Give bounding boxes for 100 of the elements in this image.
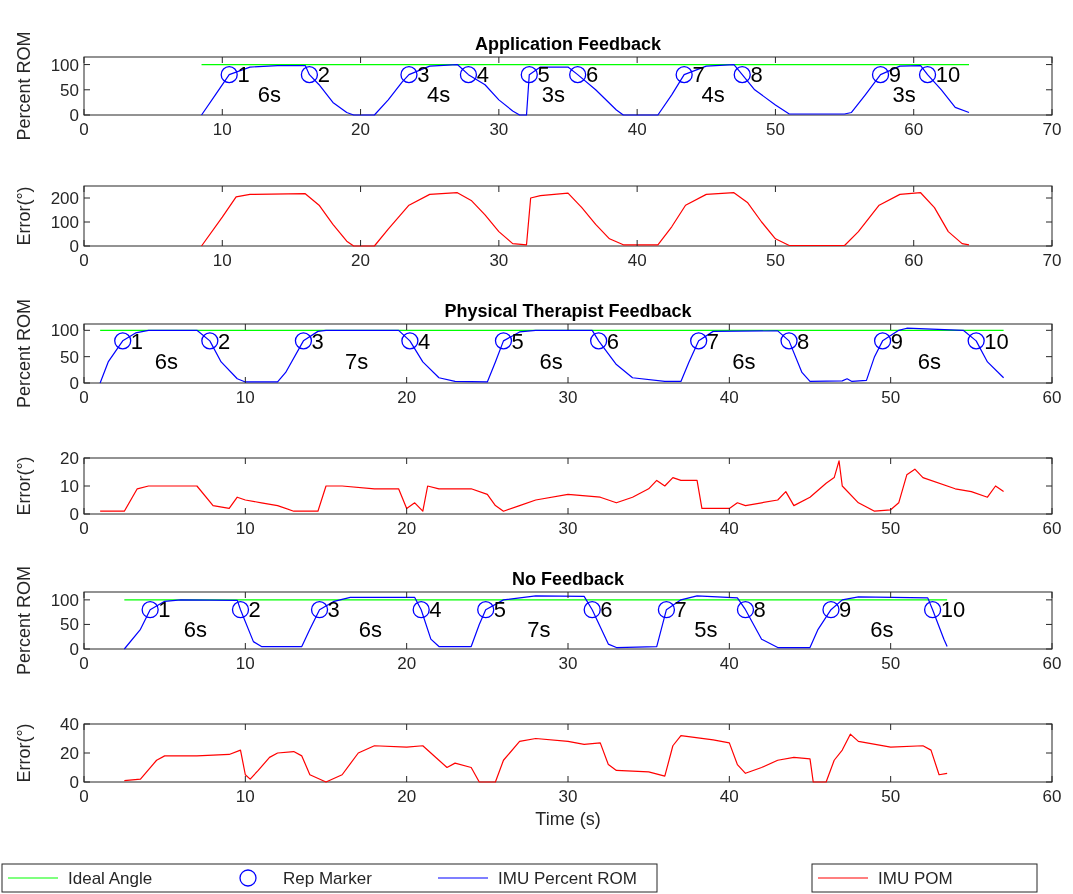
chart-title: No Feedback bbox=[511, 569, 625, 589]
annotation: 4 bbox=[476, 62, 489, 88]
y-tick-label: 40 bbox=[60, 714, 79, 734]
y-axis-title: Error(°) bbox=[14, 723, 34, 783]
x-tick-label: 50 bbox=[881, 519, 901, 538]
x-tick-label: 40 bbox=[627, 120, 647, 139]
x-tick-label: 10 bbox=[235, 519, 255, 538]
line-series bbox=[123, 733, 948, 783]
x-tick-label: 30 bbox=[489, 120, 509, 139]
x-tick-label: 40 bbox=[719, 787, 739, 806]
y-tick-label: 200 bbox=[50, 188, 79, 208]
annotation: 6 bbox=[600, 597, 613, 623]
annotation: 4 bbox=[429, 597, 442, 623]
x-tick-label: 20 bbox=[397, 519, 417, 538]
y-axis-title: Error(°) bbox=[14, 186, 34, 246]
annotation: 6s bbox=[154, 348, 178, 374]
line-series bbox=[99, 460, 1005, 512]
annotation: 6s bbox=[732, 348, 756, 374]
x-tick-label: 30 bbox=[558, 519, 578, 538]
y-tick-label: 20 bbox=[60, 448, 79, 468]
annotation: 6 bbox=[585, 62, 599, 88]
x-tick-label: 60 bbox=[904, 251, 924, 270]
annotation: 10 bbox=[935, 62, 961, 88]
x-tick-label: 30 bbox=[558, 654, 578, 673]
annotation: 3 bbox=[311, 328, 324, 354]
x-tick-label: 50 bbox=[765, 251, 785, 270]
x-tick-label: 40 bbox=[719, 388, 739, 407]
legend-label: IMU POM bbox=[878, 868, 953, 888]
annotation: 1 bbox=[158, 597, 171, 623]
annotation: 8 bbox=[750, 62, 763, 88]
y-tick-label: 0 bbox=[69, 639, 79, 659]
y-tick-label: 20 bbox=[60, 743, 79, 763]
annotation: 6s bbox=[917, 348, 942, 374]
annotation: 2 bbox=[317, 62, 330, 88]
legend-label: IMU Percent ROM bbox=[498, 868, 637, 888]
x-tick-label: 60 bbox=[1042, 519, 1062, 538]
y-tick-label: 100 bbox=[50, 55, 79, 75]
x-tick-label: 10 bbox=[212, 120, 232, 139]
y-tick-label: 100 bbox=[50, 590, 79, 610]
annotation: 6 bbox=[606, 328, 619, 354]
annotation: 9 bbox=[890, 328, 903, 354]
x-tick-label: 10 bbox=[235, 654, 255, 673]
annotation: 7s bbox=[345, 348, 369, 374]
x-tick-label: 10 bbox=[235, 787, 255, 806]
y-tick-label: 100 bbox=[50, 321, 79, 341]
annotation: 5 bbox=[511, 328, 524, 354]
annotation: 10 bbox=[940, 597, 966, 623]
y-axis-title: Percent ROM bbox=[14, 298, 34, 409]
y-tick-label: 50 bbox=[60, 80, 79, 100]
x-tick-label: 20 bbox=[397, 388, 417, 407]
annotation: 5s bbox=[694, 617, 718, 643]
annotation: 4 bbox=[417, 328, 431, 354]
x-tick-label: 70 bbox=[1042, 251, 1062, 270]
x-tick-label: 10 bbox=[235, 388, 255, 407]
x-tick-label: 20 bbox=[397, 787, 417, 806]
annotation: 3 bbox=[417, 62, 430, 88]
y-tick-label: 0 bbox=[69, 504, 79, 524]
annotation: 6s bbox=[183, 617, 207, 643]
x-tick-label: 60 bbox=[1042, 654, 1062, 673]
y-axis-title: Error(°) bbox=[14, 456, 34, 516]
annotation: 5 bbox=[493, 597, 507, 623]
annotation: 2 bbox=[248, 597, 261, 623]
chart-title: Application Feedback bbox=[474, 34, 662, 54]
annotation: 10 bbox=[984, 328, 1009, 354]
annotation: 7s bbox=[527, 617, 551, 643]
x-tick-label: 40 bbox=[719, 654, 739, 673]
annotation: 6s bbox=[358, 617, 382, 643]
x-tick-label: 20 bbox=[351, 120, 371, 139]
x-tick-label: 50 bbox=[765, 120, 785, 139]
annotation: 6s bbox=[539, 348, 563, 374]
y-axis-title: Percent ROM bbox=[14, 31, 34, 141]
x-tick-label: 60 bbox=[1042, 388, 1062, 407]
y-tick-label: 10 bbox=[60, 476, 79, 496]
x-tick-label: 50 bbox=[881, 787, 901, 806]
y-tick-label: 50 bbox=[60, 347, 79, 367]
annotation: 2 bbox=[217, 328, 231, 354]
x-axis-title: Time (s) bbox=[535, 809, 601, 829]
x-tick-label: 20 bbox=[397, 654, 417, 673]
y-tick-label: 100 bbox=[50, 212, 79, 232]
x-tick-label: 30 bbox=[558, 388, 578, 407]
x-tick-label: 50 bbox=[881, 388, 901, 407]
x-tick-label: 30 bbox=[489, 251, 509, 270]
x-tick-label: 10 bbox=[212, 251, 232, 270]
annotation: 8 bbox=[797, 328, 810, 354]
x-tick-label: 20 bbox=[351, 251, 371, 270]
line-series bbox=[200, 63, 970, 116]
annotation: 6s bbox=[870, 617, 894, 643]
x-tick-label: 60 bbox=[1042, 787, 1062, 806]
y-axis-title: Percent ROM bbox=[14, 565, 34, 676]
chart-title: Physical Therapist Feedback bbox=[444, 301, 693, 321]
annotation: 6s bbox=[257, 82, 281, 108]
annotation: 1 bbox=[237, 62, 250, 88]
x-tick-label: 40 bbox=[627, 251, 647, 270]
x-tick-label: 40 bbox=[719, 519, 739, 538]
y-tick-label: 0 bbox=[69, 373, 79, 393]
annotation: 9 bbox=[839, 597, 852, 623]
y-tick-label: 0 bbox=[69, 772, 79, 792]
x-tick-label: 60 bbox=[904, 120, 924, 139]
legend-label: Ideal Angle bbox=[68, 868, 153, 888]
y-tick-label: 50 bbox=[60, 615, 79, 635]
